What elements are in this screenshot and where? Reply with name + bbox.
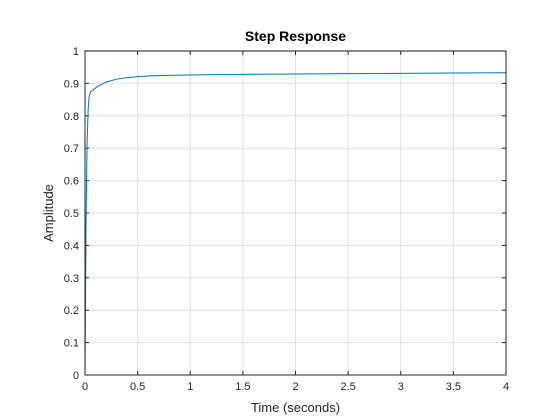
x-tick-label: 3 xyxy=(398,381,404,393)
y-tick-labels: 0 0.1 0.2 0.3 0.4 0.5 0.6 0.7 0.8 0.9 1 xyxy=(64,46,79,382)
y-tick-label: 1 xyxy=(73,46,79,58)
y-tick-label: 0.1 xyxy=(64,338,79,350)
y-tick-label: 0 xyxy=(73,370,79,382)
x-tick-label: 1 xyxy=(187,381,193,393)
x-tick-label: 4 xyxy=(503,381,509,393)
x-tick-label: 3.5 xyxy=(446,381,461,393)
y-tick-label: 0.2 xyxy=(64,305,79,317)
grid xyxy=(85,51,506,375)
y-tick-label: 0.6 xyxy=(64,176,79,188)
y-tick-label: 0.3 xyxy=(64,273,79,285)
chart-title: Step Response xyxy=(245,28,346,44)
y-tick-label: 0.8 xyxy=(64,111,79,123)
x-tick-label: 0 xyxy=(82,381,88,393)
y-tick-label: 0.5 xyxy=(64,208,79,220)
x-tick-label: 2.5 xyxy=(340,381,355,393)
y-tick-label: 0.4 xyxy=(64,240,79,252)
x-tick-label: 0.5 xyxy=(130,381,145,393)
series-line xyxy=(84,72,507,376)
x-tick-labels: 0 0.5 1 1.5 2 2.5 3 3.5 4 xyxy=(82,381,509,393)
x-axis-label: Time (seconds) xyxy=(251,400,340,415)
y-tick-label: 0.9 xyxy=(64,78,79,90)
y-tick-label: 0.7 xyxy=(64,143,79,155)
y-axis-label: Amplitude xyxy=(41,184,56,242)
x-tick-label: 2 xyxy=(292,381,298,393)
x-tick-label: 1.5 xyxy=(235,381,250,393)
